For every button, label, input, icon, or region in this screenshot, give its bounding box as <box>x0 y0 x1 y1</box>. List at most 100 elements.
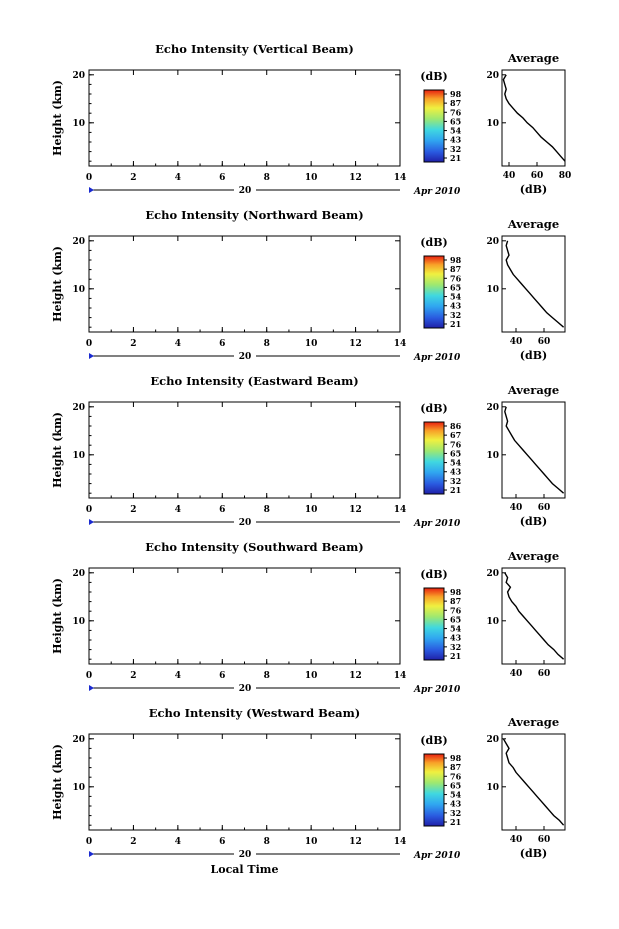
x-tick-label: 10 <box>305 671 318 681</box>
colorbar-unit: (dB) <box>420 568 447 581</box>
x-tick-label: 4 <box>175 837 181 847</box>
profile-frame <box>501 401 566 499</box>
x-tick-label: 4 <box>175 339 181 349</box>
colorbar-label: 76 <box>450 439 462 449</box>
date-label: Apr 2010 <box>413 851 461 861</box>
x-tick-label: 6 <box>219 173 225 183</box>
colorbar <box>423 753 445 827</box>
profile-x-label: (dB) <box>520 515 547 528</box>
profile-title: Average <box>507 715 559 729</box>
colorbar-label: 98 <box>450 89 462 99</box>
x-tick-label: 6 <box>219 505 225 515</box>
profile-x-label: (dB) <box>520 847 547 860</box>
colorbar-label: 54 <box>450 126 462 136</box>
date-label: Apr 2010 <box>413 685 461 695</box>
panel-3: Echo Intensity (Eastward Beam) 0 2 4 6 8 10 12 1… <box>51 374 566 529</box>
colorbar-label: 32 <box>450 808 461 818</box>
colorbar-label: 43 <box>450 135 462 145</box>
profile-x-tick-label: 60 <box>538 337 551 347</box>
colorbar-label: 21 <box>450 319 461 329</box>
x-tick-label: 10 <box>305 173 318 183</box>
colorbar-unit: (dB) <box>420 402 447 415</box>
y-tick-label: 20 <box>72 237 85 247</box>
profile-y-tick-label: 20 <box>486 735 499 745</box>
colorbar-label: 98 <box>450 587 462 597</box>
x-tick-label: 0 <box>86 173 92 183</box>
x-tick-label: 12 <box>349 339 362 349</box>
colorbar-label: 65 <box>450 282 461 292</box>
profile-x-tick-label: 60 <box>538 835 551 845</box>
date-marker-icon <box>89 353 94 359</box>
x-tick-label: 8 <box>264 339 270 349</box>
profile-x-tick-label: 80 <box>559 171 572 181</box>
x-tick-label: 8 <box>264 505 270 515</box>
x-tick-label: 14 <box>394 505 407 515</box>
profile-x-tick-label: 60 <box>538 669 551 679</box>
colorbar-label: 32 <box>450 642 461 652</box>
colorbar-label: 76 <box>450 605 462 615</box>
date-day-label: 20 <box>239 850 252 860</box>
profile-frame <box>501 235 566 333</box>
date-marker-icon <box>89 851 94 857</box>
date-day-label: 20 <box>239 352 252 362</box>
y-tick-label: 20 <box>72 403 85 413</box>
colorbar-label: 65 <box>450 780 461 790</box>
profile-y-tick-label: 20 <box>486 403 499 413</box>
profile-x-tick-label: 40 <box>510 835 523 845</box>
profile-line <box>505 240 565 328</box>
date-marker-icon <box>89 685 94 691</box>
colorbar-label: 43 <box>450 467 462 477</box>
profile-y-tick-label: 10 <box>486 617 499 627</box>
profile-title: Average <box>507 549 559 563</box>
x-axis-label: Local Time <box>211 863 279 876</box>
profile-y-tick-label: 20 <box>486 71 499 81</box>
x-tick-label: 14 <box>394 837 407 847</box>
x-tick-label: 14 <box>394 339 407 349</box>
plot-frame <box>88 733 401 831</box>
x-tick-label: 6 <box>219 837 225 847</box>
panel-title: Echo Intensity (Southward Beam) <box>145 540 363 554</box>
plot-frame <box>88 567 401 665</box>
colorbar-label: 65 <box>450 614 461 624</box>
profile-x-tick-label: 60 <box>531 171 544 181</box>
colorbar <box>423 255 445 329</box>
x-tick-label: 0 <box>86 339 92 349</box>
x-tick-label: 10 <box>305 837 318 847</box>
colorbar-label: 76 <box>450 771 462 781</box>
x-tick-label: 4 <box>175 671 181 681</box>
panel-title: Echo Intensity (Westward Beam) <box>149 706 360 720</box>
y-axis-label: Height (km) <box>51 246 64 322</box>
date-day-label: 20 <box>239 684 252 694</box>
x-tick-label: 8 <box>264 837 270 847</box>
colorbar-label: 32 <box>450 476 461 486</box>
x-tick-label: 12 <box>349 671 362 681</box>
x-tick-label: 12 <box>349 505 362 515</box>
profile-y-tick-label: 20 <box>486 237 499 247</box>
x-tick-label: 0 <box>86 671 92 681</box>
x-tick-label: 2 <box>130 837 136 847</box>
x-tick-label: 10 <box>305 339 318 349</box>
date-marker-icon <box>89 187 94 193</box>
x-tick-label: 2 <box>130 671 136 681</box>
profile-frame <box>501 733 566 831</box>
colorbar-label: 87 <box>450 596 461 606</box>
profile-x-tick-label: 60 <box>538 503 551 513</box>
profile-line <box>504 406 565 494</box>
colorbar-label: 86 <box>450 421 462 431</box>
x-tick-label: 12 <box>349 173 362 183</box>
y-tick-label: 20 <box>72 569 85 579</box>
colorbar-label: 54 <box>450 790 462 800</box>
date-day-bg <box>234 351 256 361</box>
colorbar-unit: (dB) <box>420 236 447 249</box>
y-tick-label: 20 <box>72 71 85 81</box>
date-day-bg <box>234 185 256 195</box>
x-tick-label: 10 <box>305 505 318 515</box>
colorbar-label: 43 <box>450 633 462 643</box>
y-axis-label: Height (km) <box>51 80 64 156</box>
profile-y-tick-label: 10 <box>486 119 499 129</box>
panel-title: Echo Intensity (Vertical Beam) <box>155 42 354 56</box>
colorbar-label: 65 <box>450 116 461 126</box>
colorbar-label: 54 <box>450 458 462 468</box>
profile-title: Average <box>507 51 559 65</box>
